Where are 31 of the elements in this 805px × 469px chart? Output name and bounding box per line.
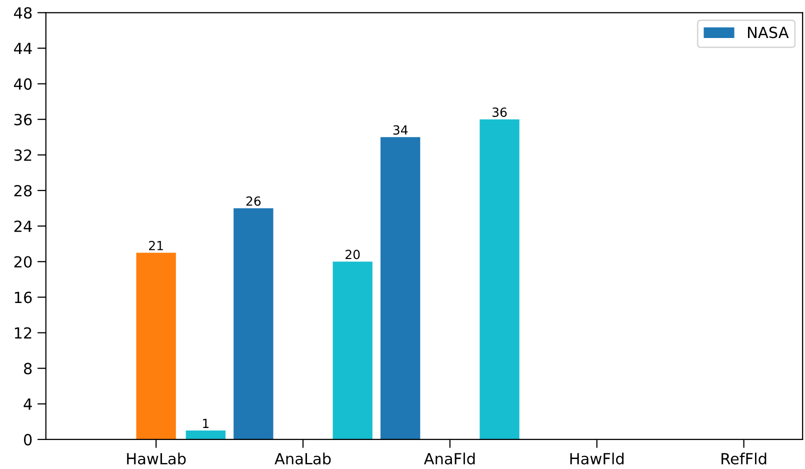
bar bbox=[234, 208, 274, 440]
y-tick-label: 0 bbox=[24, 434, 32, 446]
y-tick-label: 12 bbox=[14, 327, 32, 339]
bar bbox=[332, 262, 372, 440]
y-tick-label: 16 bbox=[14, 292, 32, 304]
y-tick-label: 24 bbox=[14, 220, 32, 232]
legend-label: NASA bbox=[748, 26, 789, 38]
x-tick-label: AnaLab bbox=[274, 452, 331, 464]
y-tick-label: 36 bbox=[14, 114, 32, 126]
bar bbox=[186, 430, 226, 440]
data-label: 20 bbox=[346, 250, 360, 260]
data-label: 1 bbox=[203, 418, 208, 428]
data-label: 26 bbox=[246, 196, 261, 206]
y-tick-label: 28 bbox=[14, 184, 32, 197]
bar bbox=[136, 252, 176, 440]
x-tick-label: HawFld bbox=[570, 452, 624, 464]
y-tick-label: 44 bbox=[14, 42, 32, 54]
data-label: 36 bbox=[492, 107, 507, 117]
y-tick-label: 4 bbox=[24, 398, 32, 410]
x-tick-label: HawLab bbox=[127, 452, 186, 464]
y-tick-label: 8 bbox=[24, 362, 32, 374]
x-tick-label: AnaFld bbox=[424, 452, 475, 464]
y-tick-label: 20 bbox=[14, 256, 32, 268]
y-tick-label: 48 bbox=[14, 7, 32, 19]
x-tick-label: RefFld bbox=[722, 452, 766, 464]
data-label: 34 bbox=[393, 125, 408, 135]
bar bbox=[480, 119, 520, 440]
bar bbox=[380, 137, 420, 440]
y-tick-label: 32 bbox=[14, 149, 32, 161]
data-label: 21 bbox=[149, 240, 163, 250]
y-tick-label: 40 bbox=[14, 78, 32, 90]
